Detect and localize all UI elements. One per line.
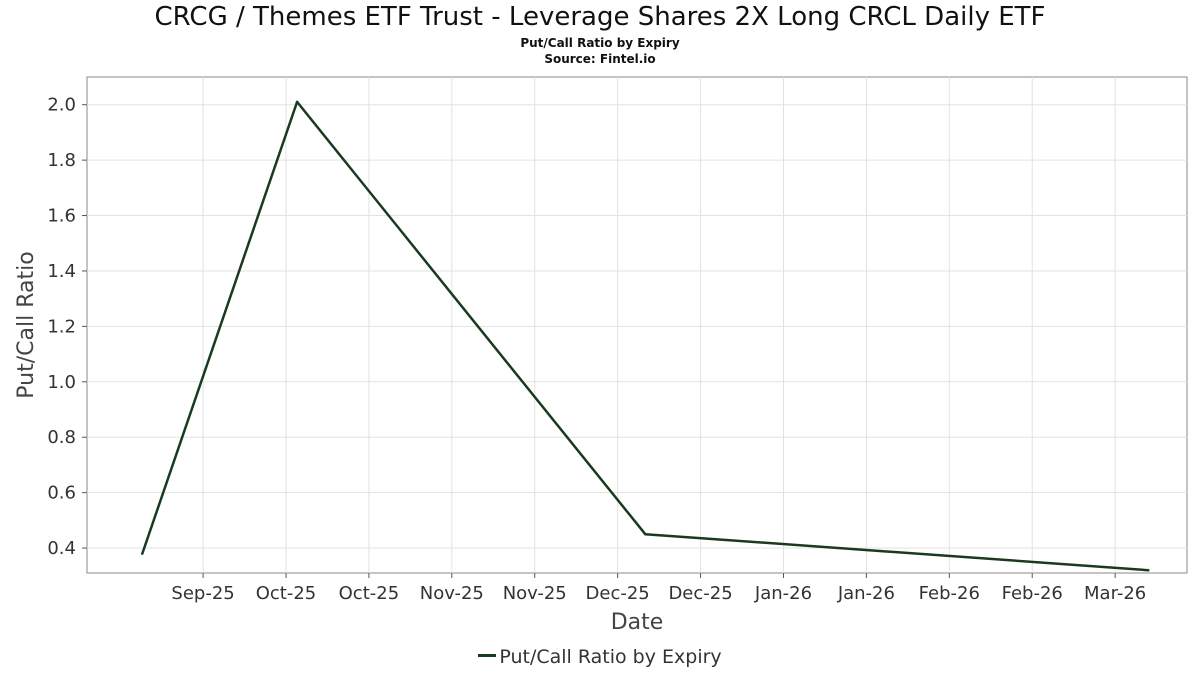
data-point — [644, 533, 647, 536]
x-tick-label: Oct-25 — [256, 583, 317, 604]
x-tick-label: Jan-26 — [837, 583, 895, 604]
x-tick-label: Feb-26 — [1002, 583, 1063, 604]
grid-layer — [87, 77, 1187, 573]
legend-swatch — [478, 654, 497, 657]
x-tick-label: Mar-26 — [1084, 583, 1146, 604]
y-tick-label: 1.8 — [47, 150, 76, 171]
tick-layer: 0.4 0.6 0.8 1.0 1.2 1.4 1.6 1.8 2.0 Sep-25 Oct-25 O… — [47, 95, 1146, 604]
x-axis-title: Date — [611, 610, 664, 635]
chart-subtitle: Put/Call Ratio by Expiry — [520, 36, 680, 50]
x-tick-label: Dec-25 — [668, 583, 732, 604]
x-tick-label: Jan-26 — [754, 583, 812, 604]
x-tick-label: Nov-25 — [503, 583, 567, 604]
y-tick-label: 1.6 — [47, 206, 76, 227]
x-tick-label: Nov-25 — [420, 583, 484, 604]
series-line — [141, 100, 1150, 572]
data-point — [295, 100, 299, 104]
series-layer — [141, 100, 1150, 572]
x-tick-label: Sep-25 — [171, 583, 234, 604]
y-tick-label: 0.8 — [47, 427, 76, 448]
legend: Put/Call Ratio by Expiry — [0, 646, 1200, 668]
data-point — [1147, 569, 1150, 572]
plot-area — [86, 76, 1188, 574]
y-tick-label: 1.2 — [47, 316, 76, 337]
y-tick-label: 1.0 — [47, 372, 76, 393]
y-axis-title: Put/Call Ratio — [14, 251, 39, 398]
x-tick-label: Feb-26 — [919, 583, 980, 604]
chart-title: CRCG / Themes ETF Trust - Leverage Share… — [154, 2, 1046, 32]
x-tick-label: Dec-25 — [586, 583, 650, 604]
y-tick-label: 0.4 — [47, 538, 76, 559]
y-tick-label: 0.6 — [47, 483, 76, 504]
x-tick-label: Oct-25 — [339, 583, 400, 604]
data-point — [141, 552, 144, 555]
chart-source: Source: Fintel.io — [544, 52, 656, 66]
y-tick-label: 2.0 — [47, 95, 76, 116]
y-tick-label: 1.4 — [47, 261, 76, 282]
legend-label: Put/Call Ratio by Expiry — [499, 646, 722, 668]
